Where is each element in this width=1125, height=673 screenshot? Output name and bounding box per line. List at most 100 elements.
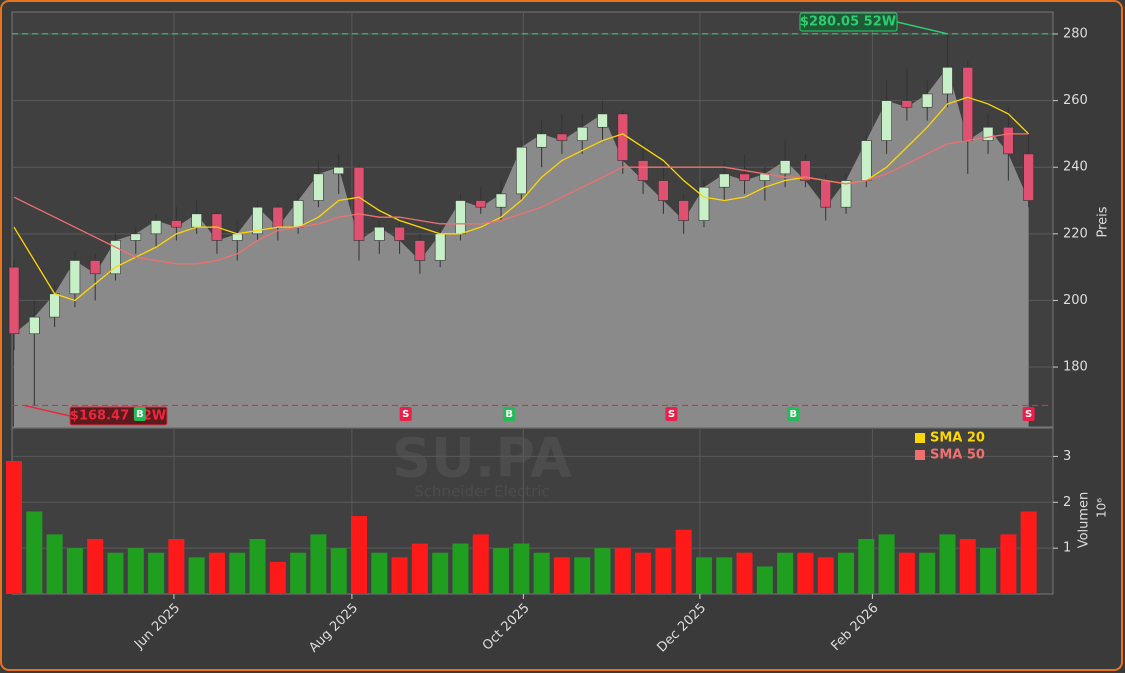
y-tick-label: 260 [1063,93,1088,108]
volume-bar [208,552,225,594]
volume-bar [493,548,510,594]
candle-body [29,316,40,335]
candle-body [698,186,710,221]
legend-label: SMA 20 [930,431,985,446]
y-tick-label: 280 [1063,26,1088,41]
y-tick-label: 180 [1063,360,1088,375]
volume-bar [168,538,185,594]
volume-bar [858,538,875,594]
candle-body [313,173,324,201]
y-axis-unit: 10⁶ [1095,498,1109,518]
volume-bar [472,534,489,594]
volume-bar [878,534,895,594]
candle-body [353,166,365,241]
candle-body [394,226,405,241]
candle-body [881,100,892,141]
annotation-label: $280.05 52W [800,15,896,30]
volume-bar [980,548,997,594]
volume-bar [655,548,672,594]
volume-bar [6,461,23,594]
volume-bar [351,516,367,594]
candle-body [191,213,202,228]
signal-box [399,407,412,421]
volume-bar [533,552,550,594]
legend-swatch [915,433,925,443]
candle-body [556,133,568,141]
volume-bar [736,552,753,594]
volume-bar [898,552,915,594]
y-tick-label: 1 [1063,541,1071,556]
y-axis-label: Preis [1096,206,1111,237]
annotation-arrow [24,404,71,417]
annotation-label: $168.47 52W [70,409,166,424]
volume-bar [675,529,692,594]
candle-body [130,233,142,241]
candle-body [475,200,487,208]
signal-label: S [402,409,409,420]
candle-body [110,240,121,275]
volume-bar [310,534,327,594]
candle-body [455,200,466,235]
candle-body [495,193,507,208]
candle-body [739,173,750,181]
candle-body [292,200,304,228]
candle-body [617,113,629,161]
legend-label: SMA 50 [930,448,985,463]
volume-bar [330,548,347,594]
volume-bar [107,552,124,594]
volume-bar [695,557,712,594]
signal-label: B [136,409,144,420]
candle-body [921,93,933,108]
volume-bar [614,548,631,594]
annotation-arrow [896,21,948,35]
signal-label: B [789,409,797,420]
candle-body [658,180,669,201]
candle-body [840,180,852,208]
volume-bar [513,543,530,594]
volume-bar [188,557,205,594]
y-tick-label: 200 [1063,293,1088,308]
candle-body [820,180,832,208]
candle-body [536,133,547,148]
y-tick-label: 220 [1063,226,1088,241]
candle-body [962,66,974,141]
volume-bar [452,543,469,594]
volume-bar [391,557,408,594]
candle-body [718,173,730,188]
volume-bar [574,557,591,594]
volume-bar [959,538,976,594]
volume-bar [432,552,449,594]
volume-bar [797,552,814,594]
volume-bar [26,511,43,594]
volume-bar [411,543,428,594]
candle-body [800,160,811,181]
volume-bar [1000,534,1017,594]
signal-box [787,407,800,421]
candle-body [414,240,426,261]
candle-body [373,226,385,241]
candle-body [779,160,791,175]
candle-body [597,113,608,128]
volume-bar [635,552,652,594]
close-area [14,67,1029,427]
volume-bar [939,534,956,594]
candle-body [252,206,263,235]
volume-bar [229,552,246,594]
signal-box [133,407,146,421]
volume-bar [290,552,307,594]
candle-body [89,260,101,275]
volume-bar [269,561,286,594]
candle-body [1003,126,1014,155]
candle-body [861,140,872,181]
volume-bar [594,548,611,594]
volume-bar [756,566,773,594]
volume-bar [817,557,834,594]
candle-body [272,206,284,228]
signal-box [503,407,516,421]
candle-body [942,66,953,95]
candle-body [678,200,689,221]
signal-label: S [1025,409,1032,420]
sma-line [13,133,1029,265]
